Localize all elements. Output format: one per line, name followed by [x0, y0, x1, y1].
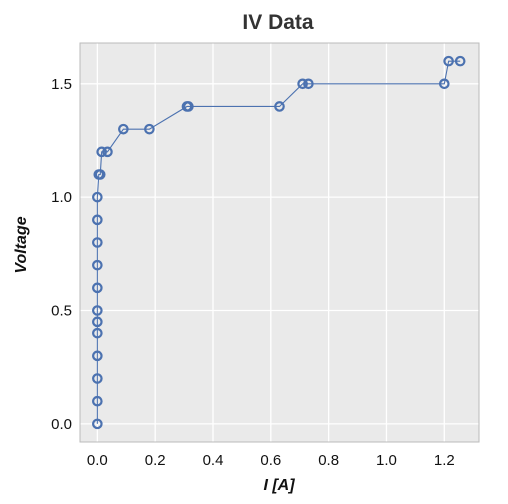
x-tick-label: 0.4 [203, 452, 224, 469]
x-tick-label: 0.8 [318, 452, 339, 469]
y-axis-label: Voltage [13, 216, 30, 273]
data-point [303, 78, 314, 90]
y-tick-label: 0.5 [51, 303, 72, 320]
plot-frame [79, 42, 480, 443]
data-point [92, 395, 103, 407]
data-point [454, 55, 466, 67]
data-point [92, 214, 103, 226]
series-layer [92, 55, 466, 430]
data-point [102, 146, 113, 158]
data-point [92, 418, 103, 430]
data-point [94, 169, 106, 180]
data-point [443, 55, 454, 67]
x-tick-label: 1.0 [376, 452, 397, 469]
data-point [274, 101, 285, 112]
x-tick-label: 0.6 [260, 452, 281, 469]
y-tick-label: 1.5 [51, 76, 72, 93]
y-tick-label: 0.0 [51, 416, 72, 433]
data-point [92, 350, 103, 362]
data-point [92, 259, 103, 271]
data-point [297, 78, 308, 90]
series-line [96, 60, 461, 424]
data-point [183, 101, 194, 112]
x-tick-label: 1.2 [434, 452, 455, 469]
data-point [92, 327, 103, 339]
data-point [96, 146, 107, 158]
x-axis-ticks: 0.0 0.2 0.4 0.6 0.8 1.0 1.2 [87, 452, 455, 469]
x-tick-label: 0.0 [87, 452, 108, 469]
data-point [92, 282, 103, 294]
chart-title: IV Data [242, 11, 314, 34]
x-tick-label: 0.2 [145, 452, 166, 469]
y-axis-ticks: 0.0 0.5 1.0 1.5 [51, 76, 72, 433]
data-point [439, 78, 450, 90]
y-tick-label: 1.0 [51, 189, 72, 206]
data-point [92, 237, 103, 248]
data-point [92, 305, 103, 316]
data-point [144, 123, 155, 135]
data-point [118, 123, 129, 135]
x-axis-label: I [A] [263, 477, 295, 494]
data-point [92, 316, 103, 328]
data-point [92, 191, 103, 203]
plot-area [80, 43, 479, 442]
data-point [92, 373, 103, 384]
